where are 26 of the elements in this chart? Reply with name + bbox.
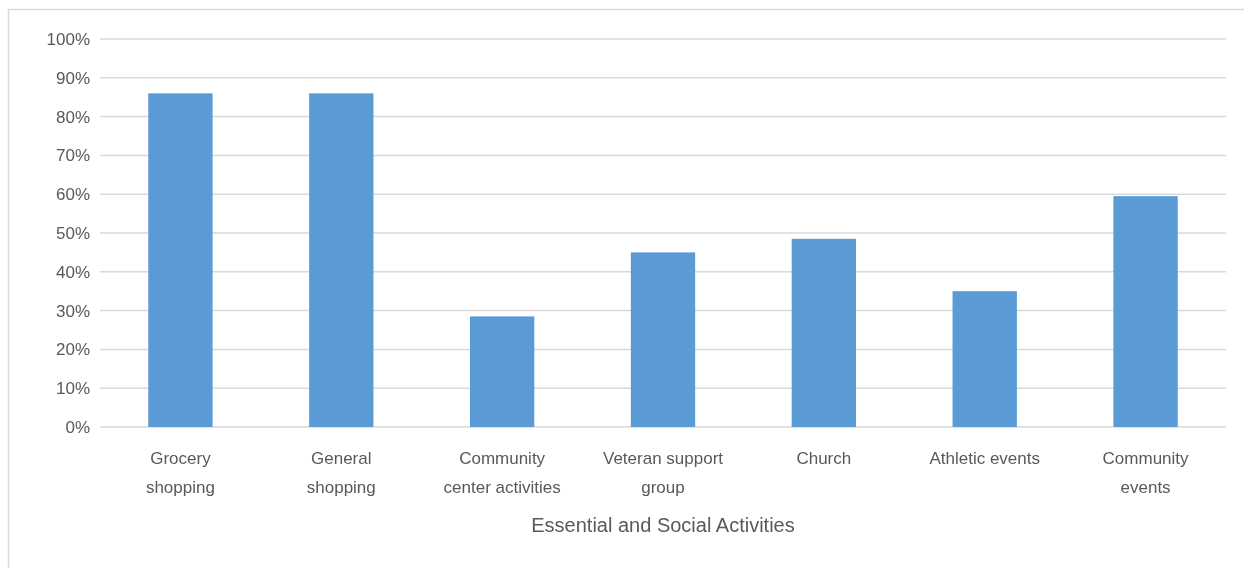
bar bbox=[469, 316, 535, 427]
y-tick-label: 30% bbox=[55, 301, 90, 321]
y-tick-label: 70% bbox=[55, 146, 90, 166]
y-tick-label: 40% bbox=[55, 262, 90, 282]
x-tick-label: General shopping bbox=[306, 449, 376, 497]
bar bbox=[1113, 196, 1178, 427]
x-tick-label: Church bbox=[796, 449, 852, 468]
x-tick-label: Grocery shopping bbox=[145, 449, 215, 497]
x-tick-label: Community events bbox=[1102, 449, 1190, 497]
y-tick-label: 80% bbox=[55, 107, 90, 127]
y-tick-label: 20% bbox=[55, 340, 90, 360]
y-tick-label: 100% bbox=[46, 29, 90, 49]
bar bbox=[791, 238, 857, 427]
y-tick-label: 50% bbox=[55, 223, 90, 243]
y-tick-label: 0% bbox=[65, 417, 90, 437]
bar bbox=[952, 291, 1017, 427]
y-tick-label: 90% bbox=[55, 68, 90, 88]
bar bbox=[148, 93, 213, 427]
y-tick-label: 60% bbox=[55, 185, 90, 205]
y-tick-label: 10% bbox=[55, 379, 90, 399]
x-tick-label: Athletic events bbox=[929, 449, 1040, 468]
bar bbox=[630, 252, 696, 427]
bar bbox=[309, 93, 374, 427]
x-tick-label: Veteran support group bbox=[602, 449, 724, 497]
x-axis-title: Essential and Social Activities bbox=[531, 514, 795, 536]
x-tick-label: Community center activities bbox=[443, 449, 561, 497]
